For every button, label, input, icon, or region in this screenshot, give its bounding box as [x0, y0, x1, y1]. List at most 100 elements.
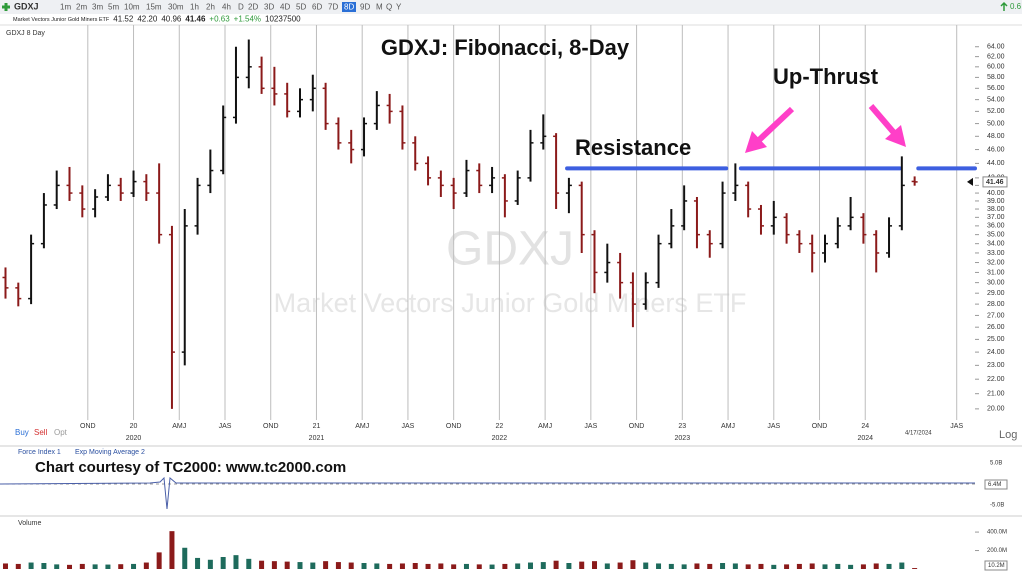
volume-bar [207, 559, 213, 569]
symbol[interactable]: GDXJ [14, 1, 39, 11]
volume-bar [451, 564, 457, 569]
volume-bar [745, 564, 751, 569]
current-date: 4/17/2024 [905, 431, 932, 437]
interval-button[interactable]: 2h [206, 3, 215, 12]
interval-button[interactable]: 9D [360, 3, 370, 12]
quote-value: 40.96 [161, 15, 182, 24]
interval-button[interactable]: 8D [344, 3, 354, 12]
interval-button[interactable]: 2D [248, 3, 258, 12]
interval-button[interactable]: 1h [190, 3, 199, 12]
volume-bar [899, 562, 905, 569]
volume-bar [822, 564, 828, 569]
volume-bar [758, 563, 764, 569]
volume-bar [387, 563, 393, 569]
arrows [745, 104, 906, 153]
quote-line: Market Vectors Junior Gold Miners ETF 41.… [13, 15, 301, 24]
indicator-label[interactable]: Force Index 1 [18, 449, 61, 456]
y-tick-label: 29.00 [987, 290, 1005, 297]
security-name: Market Vectors Junior Gold Miners ETF [13, 17, 110, 23]
volume-bar [28, 562, 34, 569]
sell-button[interactable]: Sell [34, 428, 48, 437]
price-panel: OND 20 AMJ JAS OND 21 AMJ JAS OND 22 AMJ JAS OND 23 AM… [2, 25, 1008, 442]
x-tick-label: AMJ [538, 423, 552, 430]
quote-value: 42.20 [137, 15, 158, 24]
volume-last: 10.2M [988, 563, 1005, 569]
volume-bar [796, 563, 802, 569]
y-tick-label: 20.00 [987, 406, 1005, 413]
interval-button[interactable]: 2m [76, 3, 87, 12]
x-tick-label: AMJ [172, 423, 186, 430]
price-box [982, 176, 1008, 188]
volume-bar [630, 560, 636, 569]
y-tick-label: 40.00 [987, 190, 1005, 197]
opt-button[interactable]: Opt [54, 428, 68, 437]
interval-button[interactable]: 5m [108, 3, 119, 12]
year-label: 2024 [857, 435, 873, 442]
x-tick-label: 23 [678, 423, 686, 430]
volume-bar [540, 562, 546, 569]
scale-toggle[interactable]: Log [999, 429, 1017, 441]
volume-bar [848, 564, 854, 569]
indicator-label[interactable]: Exp Moving Average 2 [75, 449, 145, 456]
x-tick-label: 20 [130, 423, 138, 430]
x-tick-label: 22 [495, 423, 503, 430]
y-tick-label: 21.00 [987, 391, 1005, 398]
chart-title: GDXJ: Fibonacci, 8-Day [381, 35, 630, 60]
toolbar-bg [0, 0, 1022, 14]
volume-bar [259, 560, 265, 569]
y-tick-label: 46.00 [987, 146, 1005, 153]
y-tick-label: 22.00 [987, 376, 1005, 383]
volume-bar [438, 563, 444, 569]
interval-button[interactable]: 4h [222, 3, 231, 12]
interval-button[interactable]: 15m [146, 3, 162, 12]
x-tick-label: JAS [219, 423, 232, 430]
interval-button[interactable]: Q [386, 3, 392, 12]
year-label: 2023 [675, 435, 691, 442]
interval-button[interactable]: 3m [92, 3, 103, 12]
interval-button[interactable]: 7D [328, 3, 338, 12]
interval-button[interactable]: D [238, 3, 244, 12]
up-icon [1000, 1, 1008, 11]
volume-bar [2, 563, 8, 569]
volume-bar [118, 564, 124, 569]
volume-bar [182, 547, 188, 569]
volume-label[interactable]: Volume [18, 520, 41, 527]
volume-bar [489, 564, 495, 569]
interval-button[interactable]: 3D [264, 3, 274, 12]
add-icon[interactable] [2, 3, 10, 11]
interval-button[interactable]: 4D [280, 3, 290, 12]
panel-label[interactable]: GDXJ 8 Day [6, 30, 45, 37]
interval-button[interactable]: Y [396, 3, 402, 12]
volume-bar [515, 563, 521, 569]
y-tick-label: 35.00 [987, 231, 1005, 238]
y-tick-label: 39.00 [987, 198, 1005, 205]
volume-bar [297, 562, 303, 569]
volume-bar [784, 564, 790, 569]
x-tick-label: JAS [950, 423, 963, 430]
x-tick-label: OND [263, 423, 279, 430]
volume-bar [310, 562, 316, 569]
interval-button[interactable]: M [376, 3, 383, 12]
volume-bar [476, 564, 482, 569]
buy-button[interactable]: Buy [15, 428, 29, 437]
quote-value: +0.63 [209, 15, 230, 24]
volume-bar [809, 563, 815, 569]
interval-button[interactable]: 1m [60, 3, 71, 12]
quote-value: 41.46 [185, 15, 206, 24]
x-tick-label: OND [446, 423, 462, 430]
volume-panel: 200.0M 400.0M 10.2M [2, 530, 1008, 571]
interval-button[interactable]: 10m [124, 3, 140, 12]
volume-bar [527, 562, 533, 569]
interval-button[interactable]: 6D [312, 3, 322, 12]
interval-button[interactable]: 5D [296, 3, 306, 12]
x-tick-label: AMJ [721, 423, 735, 430]
y-tick-label: 32.00 [987, 259, 1005, 266]
volume-bar [656, 563, 662, 569]
axis-label: -5.0B [990, 503, 1004, 509]
watermark-symbol: GDXJ [446, 223, 574, 276]
y-tick-label: 26.00 [987, 324, 1005, 331]
volume-bar [643, 562, 649, 569]
volume-bar [67, 564, 73, 569]
interval-button[interactable]: 30m [168, 3, 184, 12]
y-tick-label: 58.00 [987, 74, 1005, 81]
